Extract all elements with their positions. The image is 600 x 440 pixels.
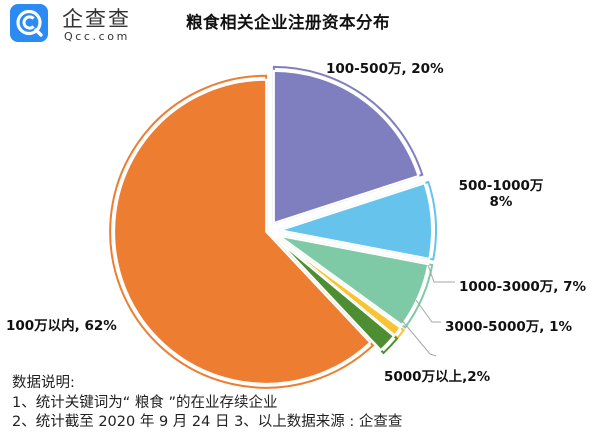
slice-500-1000: [279, 182, 433, 260]
label-500-1000-pct: 8%: [489, 194, 513, 210]
label-100-500: 100-500万, 20%: [326, 61, 444, 77]
leader-line: [415, 299, 441, 323]
slice-5000-plus: [276, 238, 396, 352]
leader-line: [427, 264, 455, 283]
slice-under-100: [113, 78, 372, 385]
slice-100-500: [272, 69, 420, 225]
qcc-logo: 企查查 Qcc.com: [10, 4, 140, 44]
slice-500-1000-outline: [279, 180, 437, 261]
logo-name-cn: 企查查: [62, 7, 131, 31]
notes-line-1: 1、统计关键词为“ 粮食 ”的在业存续企业: [12, 394, 278, 411]
label-500-1000-range: 500-1000万: [458, 178, 544, 194]
slice-100-500-outline: [272, 65, 424, 225]
slice-1000-3000-outline: [278, 234, 434, 329]
slice-5000-plus-outline: [276, 238, 399, 355]
qcc-logo-icon: [10, 4, 48, 42]
notes-line-2: 2、统计截至 2020 年 9 月 24 日 3、以上数据来源 : 企查查: [12, 414, 403, 430]
label-1000-3000: 1000-3000万, 7%: [459, 279, 586, 295]
label-500-1000: 500-1000万 8%: [446, 174, 556, 210]
label-3000-5000: 3000-5000万, 1%: [445, 319, 572, 335]
data-notes: 数据说明: 1、统计关键词为“ 粮食 ”的在业存续企业 2、统计截至 2020 …: [12, 374, 402, 433]
slice-3000-5000: [276, 237, 402, 337]
chart-title: 粮食相关企业注册资本分布: [186, 13, 390, 32]
label-5000-plus: 5000万以上,2%: [384, 369, 491, 385]
slice-3000-5000-outline: [276, 237, 406, 340]
slice-under-100-outline: [109, 74, 375, 389]
slice-1000-3000: [278, 234, 430, 327]
label-under-100: 100万以内, 62%: [6, 318, 117, 334]
leader-line: [399, 317, 437, 357]
notes-heading: 数据说明:: [12, 375, 75, 391]
logo-name-en: Qcc.com: [64, 30, 130, 43]
